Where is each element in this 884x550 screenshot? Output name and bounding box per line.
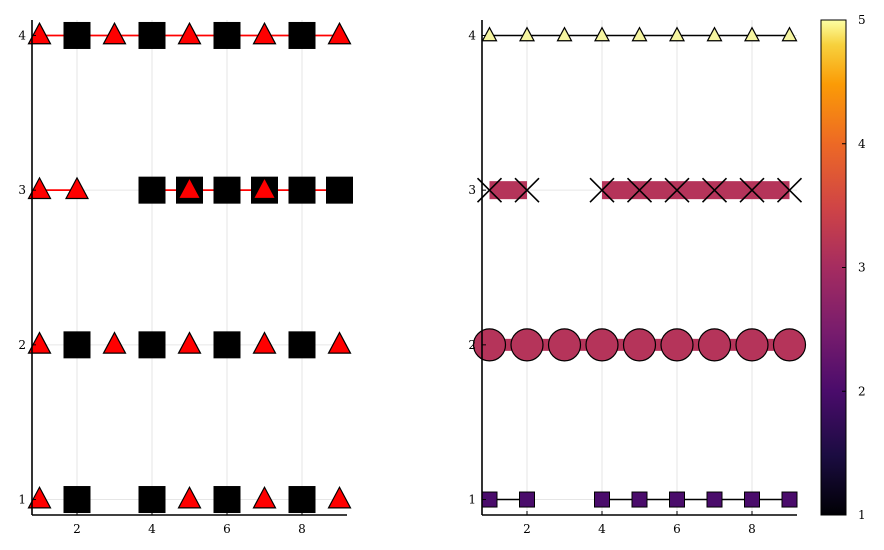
x-tick-label: 2	[73, 522, 81, 536]
data-point-triangle	[518, 26, 536, 42]
y-tick-label: 2	[468, 338, 476, 352]
data-point-triangle	[177, 485, 202, 509]
data-point-square	[138, 21, 166, 49]
data-point-triangle	[177, 21, 202, 45]
data-point-triangle	[327, 21, 352, 45]
data-point-square	[213, 331, 241, 359]
x-tick-label: 2	[523, 522, 531, 536]
left-plot: 2 4 6 8 1 2 3 4	[18, 20, 353, 536]
data-point-triangle	[177, 331, 202, 354]
data-point-square	[631, 491, 648, 508]
data-point-square	[594, 491, 610, 508]
colorbar-gradient	[820, 19, 847, 516]
y-tick-label: 3	[18, 183, 26, 197]
x-tick-label: 8	[748, 522, 756, 536]
data-point-x	[589, 177, 615, 203]
colorbar-tick-label: 1	[858, 508, 866, 522]
data-point-square	[63, 21, 91, 49]
data-point-circle	[697, 328, 732, 362]
data-point-triangle	[327, 331, 352, 354]
data-point-circle	[510, 328, 544, 362]
data-point-triangle	[27, 331, 52, 354]
data-point-triangle	[27, 176, 52, 200]
data-point-square	[744, 491, 760, 508]
data-point-triangle	[27, 485, 52, 509]
data-point-triangle	[252, 485, 277, 509]
x-tick-label: 8	[298, 522, 306, 536]
data-point-square	[288, 331, 316, 359]
data-point-triangle	[481, 26, 498, 42]
data-point-square	[288, 486, 316, 514]
data-point-circle	[585, 328, 619, 362]
data-point-triangle	[631, 26, 648, 42]
data-point-triangle	[743, 26, 761, 42]
data-point-triangle	[64, 176, 90, 200]
data-point-square	[138, 331, 166, 359]
data-point-x	[776, 177, 803, 203]
x-tick-label: 6	[673, 522, 681, 536]
data-point-circle	[622, 328, 657, 362]
data-point-triangle	[593, 26, 611, 42]
data-point-square	[138, 176, 166, 204]
data-point-square	[288, 176, 316, 204]
data-point-circle	[735, 328, 769, 362]
data-point-square	[519, 491, 535, 508]
y-tick-label: 1	[18, 493, 26, 507]
data-point-x	[701, 177, 728, 203]
y-tick-label: 2	[18, 338, 26, 352]
data-point-triangle	[252, 176, 277, 200]
data-point-x	[514, 177, 540, 203]
data-point-x	[739, 177, 765, 203]
data-point-circle	[547, 328, 582, 362]
data-point-square	[63, 331, 91, 359]
data-point-circle	[772, 328, 807, 362]
data-point-square	[326, 176, 353, 204]
x-tick-label: 4	[148, 522, 156, 536]
series-line	[602, 181, 790, 200]
data-point-square	[706, 491, 723, 508]
x-tick-label: 6	[223, 522, 231, 536]
colorbar-tick-label: 3	[858, 261, 866, 275]
data-point-triangle	[556, 26, 573, 42]
colorbar-tick-label: 2	[858, 384, 866, 398]
data-point-square	[213, 486, 241, 514]
data-point-triangle	[252, 331, 277, 354]
data-point-triangle	[102, 21, 127, 45]
right-plot: 2 4 6 8 1 2 3 4	[468, 20, 807, 536]
y-tick-label: 1	[468, 493, 476, 507]
data-point-square	[288, 21, 316, 49]
x-tick-label: 4	[598, 522, 606, 536]
data-point-square	[63, 486, 91, 514]
colorbar: 1 2 3 4 5	[820, 13, 866, 522]
data-point-triangle	[327, 485, 352, 509]
data-point-circle	[472, 328, 507, 362]
y-tick-label: 3	[468, 183, 476, 197]
colorbar-tick-label: 5	[858, 13, 866, 27]
data-point-triangle	[706, 26, 723, 42]
data-point-triangle	[668, 26, 686, 42]
y-tick-label: 4	[468, 28, 476, 42]
data-point-square	[138, 486, 166, 514]
data-point-square	[213, 21, 241, 49]
y-tick-label: 4	[18, 28, 26, 42]
data-point-triangle	[177, 176, 202, 200]
data-point-triangle	[102, 331, 127, 354]
data-point-square	[213, 176, 241, 204]
data-point-triangle	[252, 21, 277, 45]
series-line	[489, 181, 527, 200]
data-point-square	[781, 491, 798, 508]
data-point-triangle	[27, 21, 52, 45]
colorbar-tick-label: 4	[858, 137, 866, 151]
data-point-triangle	[781, 26, 798, 42]
data-point-square	[669, 491, 685, 508]
data-point-x	[664, 177, 690, 203]
data-point-x	[626, 177, 653, 203]
data-point-circle	[660, 328, 694, 362]
